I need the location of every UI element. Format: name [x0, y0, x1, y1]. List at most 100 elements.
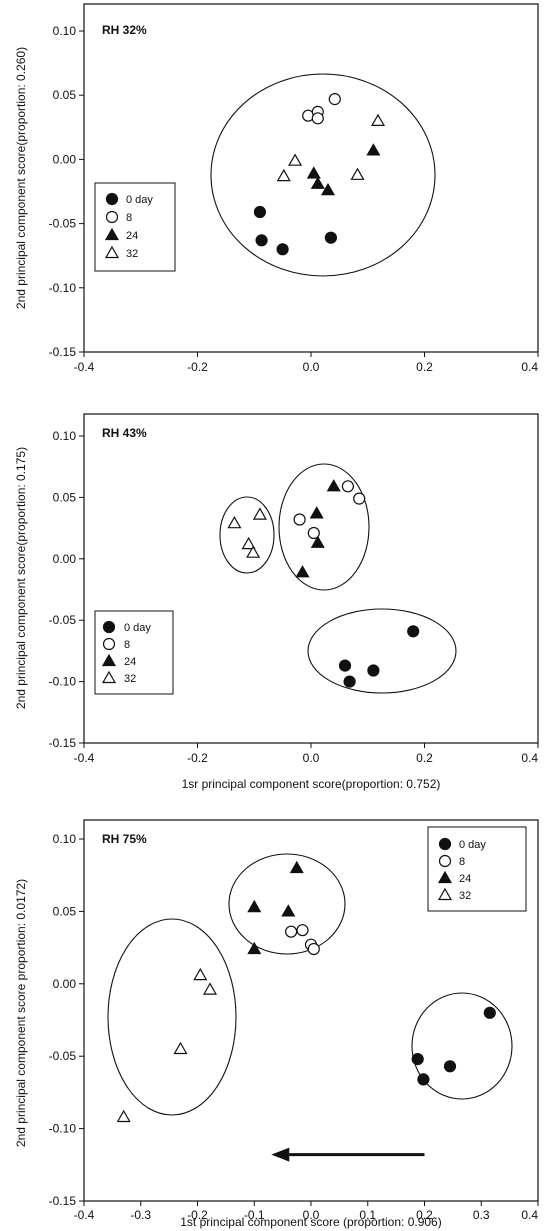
panel-title: RH 43% — [102, 426, 147, 440]
data-point-filled-triangle — [310, 535, 325, 548]
y-axis-label: 2nd principal component score(proportion… — [14, 47, 28, 309]
data-point-filled-circle — [443, 1060, 457, 1073]
data-point-filled-triangle — [309, 506, 324, 519]
y-tick-label: -0.10 — [49, 281, 77, 295]
data-point-filled-triangle — [295, 565, 310, 578]
data-point-filled-triangle — [326, 479, 341, 492]
data-point-open-triangle — [116, 1109, 131, 1123]
legend-marker-open-circle — [105, 210, 119, 224]
x-ticks: -0.4 -0.2 0.0 0.2 0.4 — [74, 743, 539, 765]
y-tick-label: 0.00 — [53, 977, 77, 991]
data-point-open-triangle — [246, 545, 261, 558]
data-point-filled-triangle — [306, 166, 321, 179]
data-point-filled-triangle — [247, 941, 262, 955]
cluster-ellipse — [219, 496, 275, 574]
y-ticks: 0.10 0.05 0.00 -0.05 -0.10 -0.15 — [49, 24, 84, 359]
legend-marker-filled-circle — [105, 192, 119, 206]
y-tick-label: 0.05 — [53, 904, 77, 918]
data-point-filled-circle — [483, 1006, 496, 1019]
x-tick-label: 0.3 — [473, 1208, 490, 1222]
legend-label: 32 — [126, 248, 138, 260]
x-tick-label: -0.4 — [74, 751, 95, 765]
data-point-filled-circle — [417, 1073, 430, 1086]
cluster-ellipse — [107, 918, 237, 1116]
cluster-ellipse — [210, 73, 436, 277]
y-tick-label: 0.10 — [53, 429, 77, 443]
data-point-filled-circle — [253, 205, 266, 219]
legend-marker-filled-triangle — [104, 227, 120, 241]
cluster-ellipse — [278, 463, 370, 591]
x-ticks: -0.4 -0.2 0.0 0.2 0.4 — [74, 352, 539, 374]
data-point-filled-triangle — [320, 182, 336, 196]
data-point-open-triangle — [252, 507, 267, 520]
cluster-ellipse — [228, 853, 346, 955]
y-tick-label: 0.10 — [53, 832, 77, 846]
x-ticks: -0.4 -0.3 -0.2 -0.1 0.0 0.1 0.2 0.3 0.4 — [74, 1201, 539, 1222]
data-point-filled-circle — [367, 664, 380, 677]
data-point-open-triangle — [288, 153, 303, 166]
y-tick-label: -0.10 — [49, 1122, 77, 1136]
legend: 0 day 8 24 32 — [94, 610, 174, 695]
legend-marker-open-triangle — [101, 670, 117, 684]
cluster-ellipse — [307, 608, 457, 694]
data-points — [116, 860, 496, 1123]
legend-label: 0 day — [459, 839, 486, 851]
legend-label: 8 — [124, 639, 130, 651]
legend-label: 0 day — [126, 194, 153, 206]
x-tick-label: 0.2 — [416, 1208, 433, 1222]
data-point-open-triangle — [202, 982, 218, 995]
legend: 0 day 8 24 32 — [427, 826, 527, 912]
y-axis-label: 2nd principal component score(proportion… — [14, 447, 28, 709]
data-point-open-triangle — [241, 536, 256, 550]
data-point-filled-circle — [338, 659, 352, 672]
data-point-open-circle — [328, 92, 341, 106]
data-point-filled-circle — [411, 1052, 424, 1066]
x-tick-label: 0.0 — [303, 1208, 320, 1222]
legend-marker-open-triangle — [437, 887, 453, 901]
x-tick-label: -0.4 — [74, 1208, 95, 1222]
x-tick-label: 0.4 — [521, 1208, 538, 1222]
legend-marker-filled-circle — [438, 837, 452, 851]
data-point-open-circle — [293, 513, 306, 526]
y-tick-label: -0.05 — [49, 1049, 77, 1063]
y-tick-label: 0.05 — [53, 88, 77, 102]
data-point-filled-circle — [324, 231, 337, 244]
data-points — [227, 479, 420, 688]
data-point-open-triangle — [370, 113, 386, 127]
data-point-filled-circle — [407, 625, 420, 638]
y-tick-label: 0.00 — [53, 152, 77, 166]
y-axis-label: 2nd principal component score proportion… — [14, 879, 28, 1147]
x-axis-label: 1sr principal component score(proportion… — [182, 777, 441, 791]
y-ticks: 0.10 0.05 0.00 -0.05 -0.10 -0.15 — [49, 832, 84, 1208]
panel-title: RH 75% — [102, 832, 147, 846]
data-point-filled-triangle — [247, 899, 262, 913]
data-point-open-circle — [296, 924, 309, 937]
data-point-filled-triangle — [366, 143, 381, 156]
legend-label: 8 — [459, 856, 465, 868]
x-tick-label: 0.2 — [416, 751, 433, 765]
y-ticks: 0.10 0.05 0.00 -0.05 -0.10 -0.15 — [49, 429, 84, 750]
legend-marker-open-circle — [102, 637, 116, 651]
legend-marker-open-circle — [438, 854, 452, 868]
legend-marker-open-triangle — [104, 245, 120, 259]
data-point-open-circle — [307, 942, 320, 956]
x-tick-label: 0.1 — [359, 1208, 376, 1222]
data-point-filled-circle — [276, 243, 289, 256]
panel-rh43: RH 43% 2nd principal component score(pro… — [14, 413, 539, 791]
x-tick-label: -0.2 — [187, 751, 208, 765]
panel-title: RH 32% — [102, 23, 147, 37]
legend-label: 32 — [124, 673, 136, 685]
data-point-open-triangle — [193, 967, 208, 981]
x-tick-label: -0.2 — [187, 1208, 208, 1222]
legend-marker-filled-circle — [102, 620, 116, 634]
x-tick-label: 0.0 — [303, 360, 320, 374]
data-point-filled-triangle — [289, 860, 304, 874]
data-point-open-triangle — [227, 515, 242, 529]
y-tick-label: -0.15 — [49, 1194, 77, 1208]
x-tick-label: 0.4 — [521, 360, 538, 374]
y-tick-label: 0.05 — [53, 490, 77, 504]
data-point-open-circle — [285, 925, 298, 938]
y-tick-label: 0.10 — [53, 24, 77, 38]
data-point-filled-circle — [255, 234, 268, 247]
cluster-ellipse — [411, 992, 513, 1100]
